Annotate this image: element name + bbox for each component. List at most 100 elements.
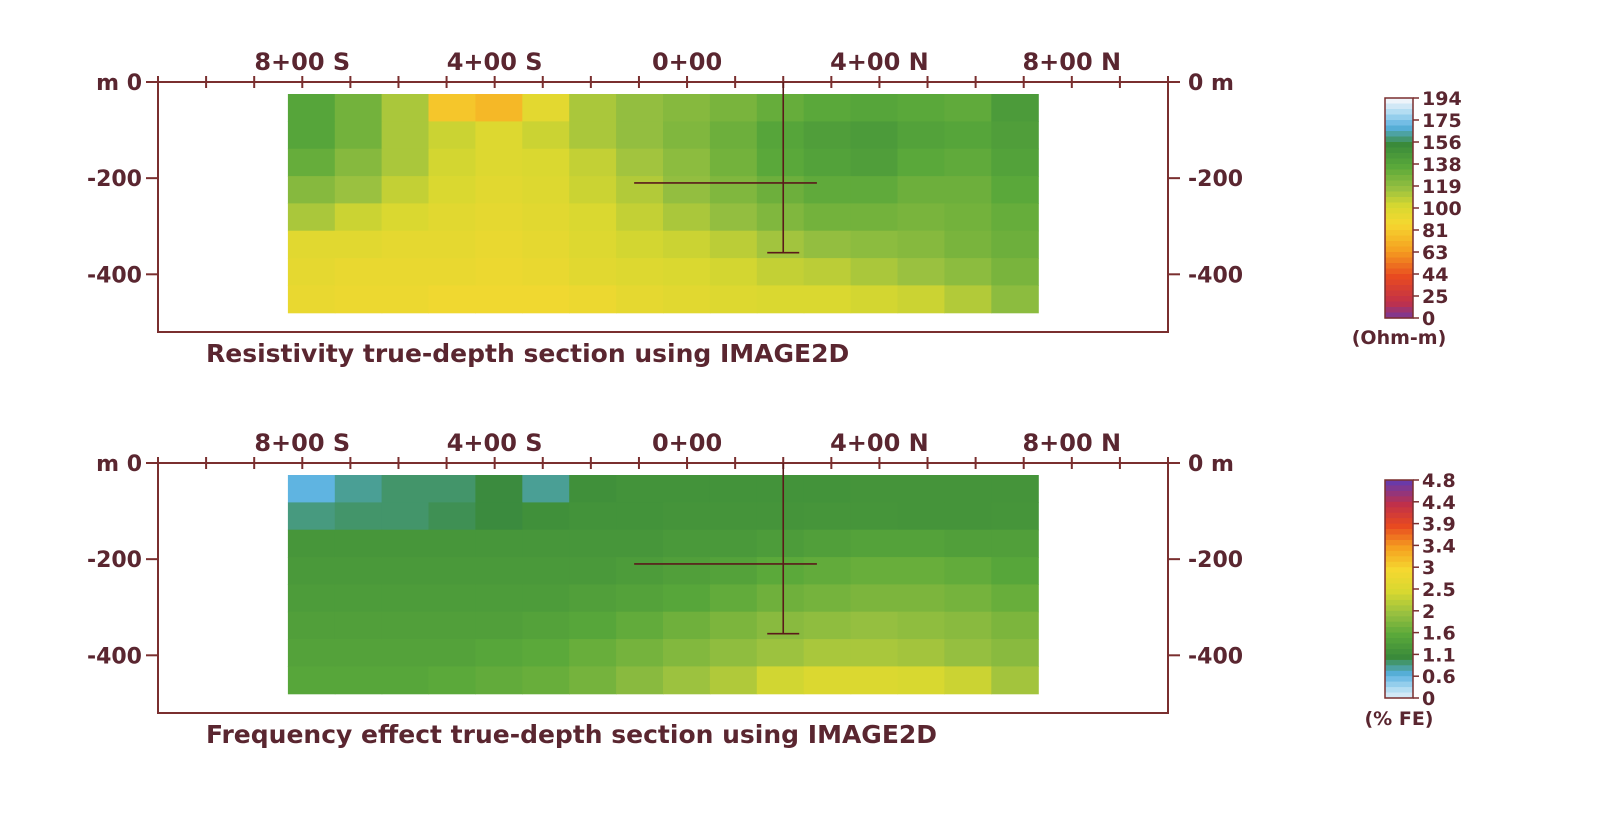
heatmap-cell [991,529,1039,558]
heatmap-cell [334,148,383,177]
heatmap-cell [569,230,617,259]
heatmap-cell [897,529,945,558]
heatmap-cell [334,285,383,314]
heatmap-cell [944,611,992,640]
heatmap-cell [709,285,758,314]
heatmap-cell [428,639,476,667]
heatmap-cell [616,203,664,232]
heatmap-cell [897,148,945,177]
heatmap-cell [475,584,523,613]
colorbar-tick-label: 0 [1422,688,1435,710]
heatmap-cell [569,121,617,150]
heatmap-cell [616,285,664,314]
heatmap-cell [756,584,805,613]
heatmap-cell [381,639,430,667]
colorbar-swatch [1385,285,1413,292]
heatmap-cell [287,584,336,613]
colorbar-tick-label: 25 [1422,286,1448,308]
heatmap-cell [616,176,664,204]
heatmap-cell [756,148,805,177]
heatmap-cell [381,230,430,259]
heatmap-cell [663,148,711,177]
colorbar-swatch [1385,692,1413,699]
heatmap-cell [381,557,430,585]
heatmap-cell [709,148,758,177]
colorbar-swatch [1385,301,1413,308]
heatmap-cell [334,666,383,695]
heatmap-cell [803,203,852,232]
heatmap-cell [381,529,430,558]
heatmap-cell [428,611,476,640]
heatmap-cell [334,475,383,503]
heatmap-cell [944,502,992,531]
heatmap-cell [569,502,617,531]
heatmap-cell [616,121,664,150]
right-y-tick-label: -400 [1188,263,1243,288]
heatmap-cell [381,666,430,695]
right-y-tick-label: 0 m [1188,452,1234,477]
heatmap-cell [709,529,758,558]
heatmap-cell [334,203,383,232]
heatmap-cell [475,148,523,177]
heatmap-cell [709,475,758,503]
heatmap-cell [756,529,805,558]
x-tick-label: 4+00 N [830,429,929,457]
colorbar-swatch [1385,274,1413,281]
colorbar-swatch [1385,307,1413,314]
colorbar-swatch [1385,556,1413,563]
heatmap-cell [428,203,476,232]
heatmap-cell [381,94,430,122]
colorbar-tick-label: 3.4 [1422,535,1456,557]
heatmap-cell [616,666,664,695]
heatmap-cell [944,176,992,204]
colorbar-swatch [1385,605,1413,612]
heatmap-cell [428,557,476,585]
colorbar-swatch [1385,545,1413,552]
colorbar-tick-label: 81 [1422,220,1448,242]
colorbar-swatch [1385,599,1413,606]
colorbar-swatch [1385,98,1413,105]
colorbar-tick-label: 0 [1422,308,1435,330]
heatmap-cell [522,557,570,585]
colorbar-swatch [1385,594,1413,601]
colorbar-swatch [1385,268,1413,275]
heatmap-cell [522,475,570,503]
colorbar-tick-label: 3 [1422,557,1435,579]
heatmap-cell [803,258,852,286]
heatmap-cell [709,203,758,232]
heatmap-cell [522,94,570,122]
right-y-tick-label: -200 [1188,548,1243,573]
colorbar-tick-label: 119 [1422,176,1462,198]
colorbar-swatch [1385,175,1413,182]
colorbar-swatch [1385,230,1413,237]
heatmap-cell [663,176,711,204]
colorbar-swatch [1385,279,1413,286]
heatmap-cell [381,475,430,503]
heatmap-cell [991,176,1039,204]
frequency-effect-panel: 8+00 S 4+00 S 0+00 4+00 N 8+00 N m 0 -200 -400 0… [87,429,1456,749]
heatmap-cell [803,666,852,695]
colorbar-swatch [1385,616,1413,623]
heatmap-cell [756,611,805,640]
heatmap-cell [569,529,617,558]
heatmap-cell [569,203,617,232]
heatmap-cell [991,475,1039,503]
left-y-tick-label: m 0 [96,71,142,96]
heatmap-cell [850,557,899,585]
heatmap-cell [803,475,852,503]
heatmap-cell [522,258,570,286]
colorbar-swatch [1385,659,1413,666]
heatmap-cell [991,230,1039,259]
heatmap-cell [663,502,711,531]
heatmap-cell [709,639,758,667]
heatmap-cell [522,230,570,259]
heatmap-cell [991,502,1039,531]
heatmap-cell [991,258,1039,286]
heatmap-cell [897,475,945,503]
heatmap-cell [897,639,945,667]
heatmap-cell [756,475,805,503]
heatmap-cells [287,94,1039,314]
heatmap-cell [428,502,476,531]
colorbar-tick-label: 4.4 [1422,492,1456,514]
